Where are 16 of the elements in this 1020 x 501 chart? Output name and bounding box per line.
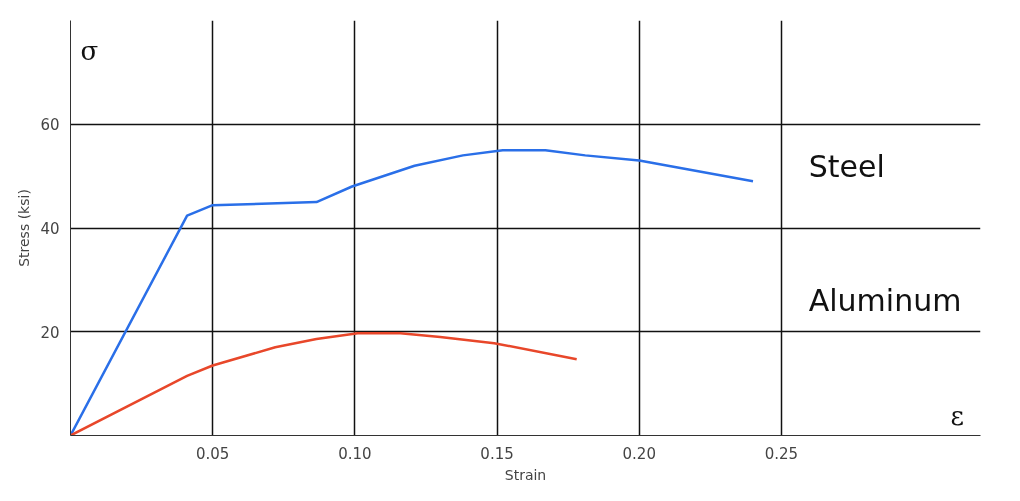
x-tick-label: 0.15 — [480, 444, 514, 463]
x-axis-title: Strain — [504, 466, 547, 483]
text: Aluminum — [808, 282, 962, 318]
y-tick-label: 40 — [40, 220, 60, 238]
x-tick-label: 0.20 — [622, 444, 656, 463]
series-label: Steel — [808, 149, 885, 185]
x-tick-label: 0.05 — [195, 444, 230, 463]
y-tick-label: 60 — [40, 116, 60, 135]
line-series — [70, 148, 755, 436]
y-tick-label: 20 — [40, 323, 60, 342]
annotation: ε — [950, 400, 964, 431]
line-series — [70, 332, 578, 436]
annotation: σ — [80, 35, 99, 66]
y-axis-title: Stress (ksi) — [16, 189, 33, 267]
x-tick-label: 0.25 — [764, 444, 799, 463]
x-tick-label: 0.10 — [338, 444, 372, 463]
